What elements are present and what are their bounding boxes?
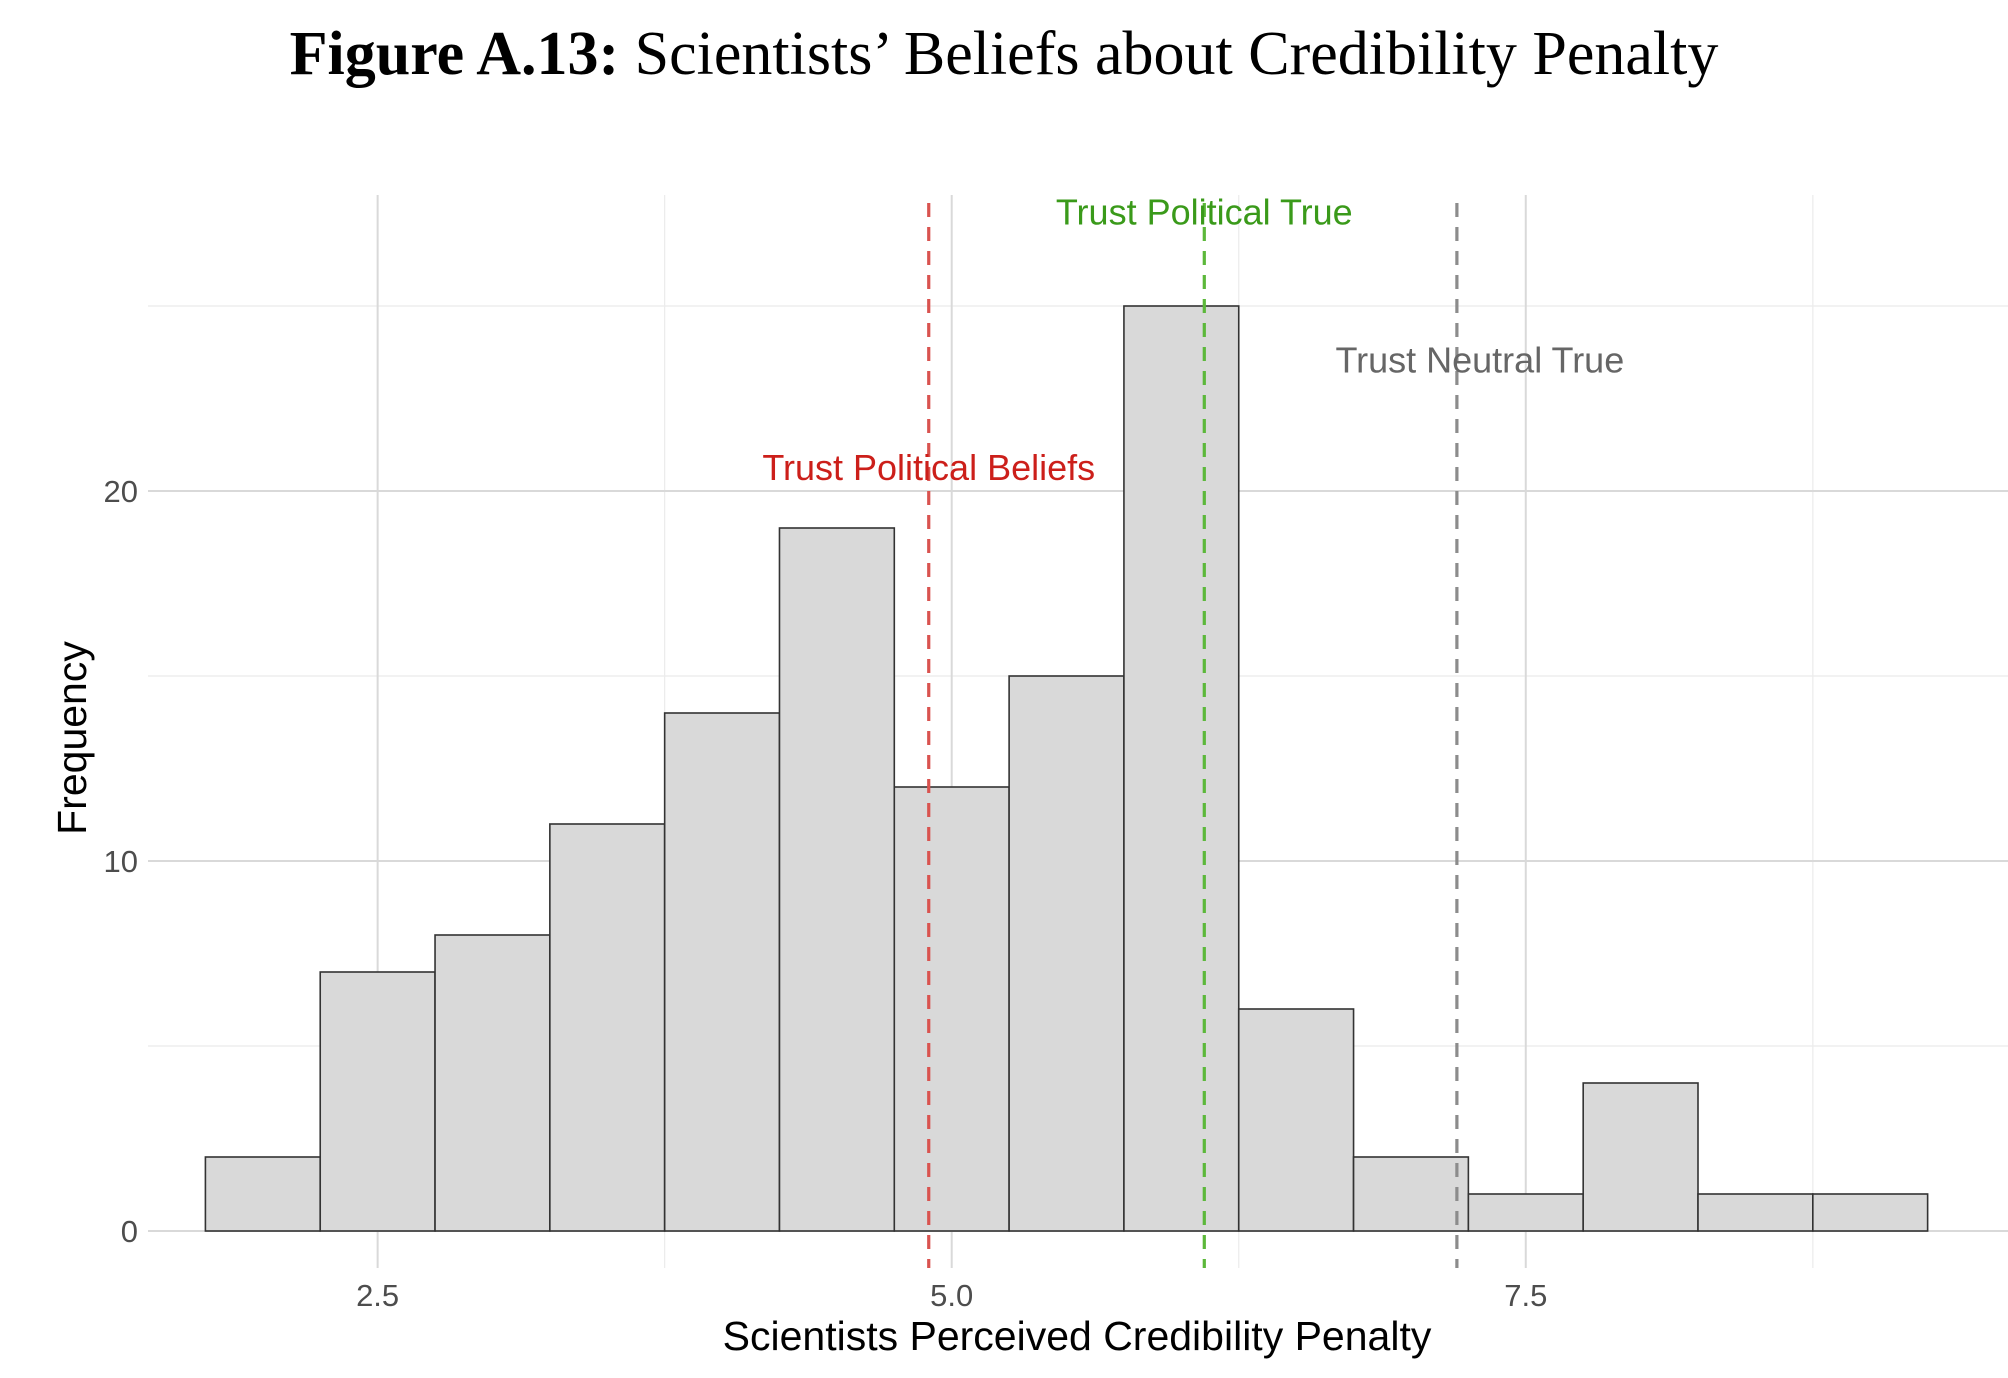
reference-line-label: Trust Political Beliefs	[762, 447, 1095, 488]
y-tick-label: 10	[104, 844, 138, 879]
x-tick-label: 5.0	[930, 1278, 973, 1313]
figure-title: Figure A.13: Scientists’ Beliefs about C…	[0, 14, 2008, 94]
histogram-bar	[549, 823, 666, 1232]
histogram-bar	[1582, 1082, 1699, 1232]
histogram-bar	[434, 934, 551, 1232]
x-axis-title: Scientists Perceived Credibility Penalty	[723, 1313, 1432, 1359]
histogram-bar	[319, 971, 436, 1232]
histogram-bar	[1123, 305, 1240, 1232]
histogram-bar	[1237, 1008, 1355, 1232]
reference-line-label: Trust Neutral True	[1335, 340, 1624, 381]
histogram-bar	[204, 1156, 322, 1232]
tick-labels-layer: 2.5 5.0 7.5 0 10 20	[104, 474, 1548, 1313]
histogram-bar	[893, 786, 1010, 1232]
x-tick-label: 2.5	[356, 1278, 399, 1313]
bars-layer	[204, 305, 1929, 1232]
figure-label: Figure A.13:	[289, 20, 620, 88]
histogram-bar	[778, 527, 896, 1232]
y-tick-label: 0	[121, 1214, 138, 1249]
y-axis-title: Frequency	[49, 641, 95, 835]
x-tick-label: 7.5	[1504, 1278, 1547, 1313]
reference-line-label: Trust Political True	[1056, 192, 1353, 233]
reference-lines-layer: Trust Political Beliefs Trust Political T…	[762, 192, 1624, 1268]
histogram-bar	[1812, 1193, 1929, 1232]
histogram-bar	[1008, 675, 1125, 1232]
histogram-bar	[1697, 1193, 1814, 1232]
histogram-bar	[663, 712, 781, 1232]
histogram-bar	[1352, 1156, 1470, 1232]
histogram-bar	[1467, 1193, 1584, 1232]
y-tick-label: 20	[104, 474, 138, 509]
figure-title-text: Scientists’ Beliefs about Credibility Pe…	[634, 20, 1719, 88]
